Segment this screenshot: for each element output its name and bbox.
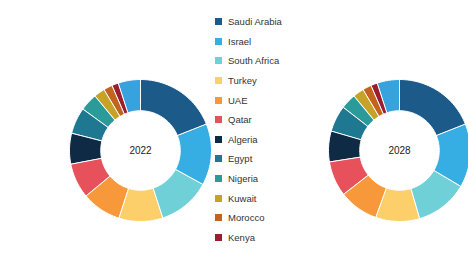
html-text:South Africa: South Africa bbox=[228, 55, 280, 67]
html-text:Kenya: Kenya bbox=[228, 231, 255, 243]
html-text:Egypt: Egypt bbox=[228, 153, 253, 165]
html-text:Israel: Israel bbox=[228, 35, 252, 47]
html-text:Saudi Arabia: Saudi Arabia bbox=[228, 16, 282, 28]
html-text:Morocco: Morocco bbox=[228, 212, 265, 224]
html-text:Turkey: Turkey bbox=[228, 75, 257, 87]
html-text:Nigeria: Nigeria bbox=[228, 173, 259, 184]
html-text:Kuwait: Kuwait bbox=[228, 192, 257, 204]
html-text:Algeria: Algeria bbox=[228, 133, 258, 145]
svg-text:2022: 2022 bbox=[129, 145, 152, 156]
html-text:UAE: UAE bbox=[228, 94, 248, 106]
html-text:Qatar: Qatar bbox=[228, 114, 252, 126]
svg-text:2028: 2028 bbox=[388, 145, 411, 156]
